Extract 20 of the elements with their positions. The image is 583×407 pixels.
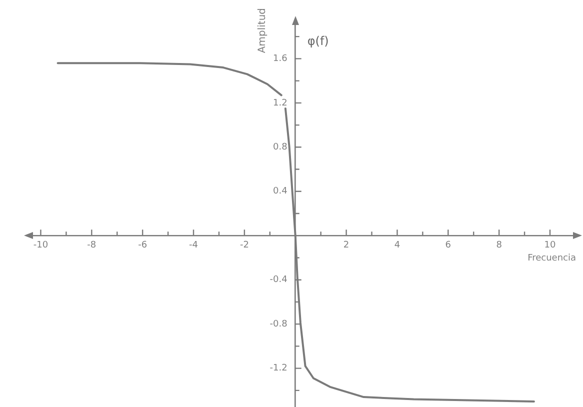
annotation: φ(f): [307, 34, 329, 48]
x-tick-label: 10: [544, 240, 556, 250]
y-tick-label: 0.4: [273, 186, 288, 197]
x-tick-label: -8: [87, 240, 96, 250]
x-tick-label: -4: [189, 240, 198, 250]
x-axis-title: Frecuencia: [528, 253, 576, 264]
x-tick-label: 8: [496, 240, 502, 250]
x-tick-label: -6: [138, 240, 148, 250]
y-axis-title: Amplitud: [256, 8, 268, 54]
y-tick-label: -1.2: [270, 364, 288, 374]
y-tick-label: -0.8: [270, 319, 288, 330]
x-tick-label: -10: [33, 240, 48, 250]
x-tick-label: 4: [394, 240, 400, 250]
x-tick-label: 6: [445, 240, 452, 250]
y-tick-label: 1.6: [273, 54, 288, 64]
y-tick-label: 1.2: [273, 98, 288, 108]
x-tick-label: -2: [240, 240, 249, 250]
y-tick-label: 0.8: [273, 142, 288, 152]
x-tick-label: 2: [343, 240, 350, 250]
y-tick-label: -0.4: [270, 275, 288, 286]
